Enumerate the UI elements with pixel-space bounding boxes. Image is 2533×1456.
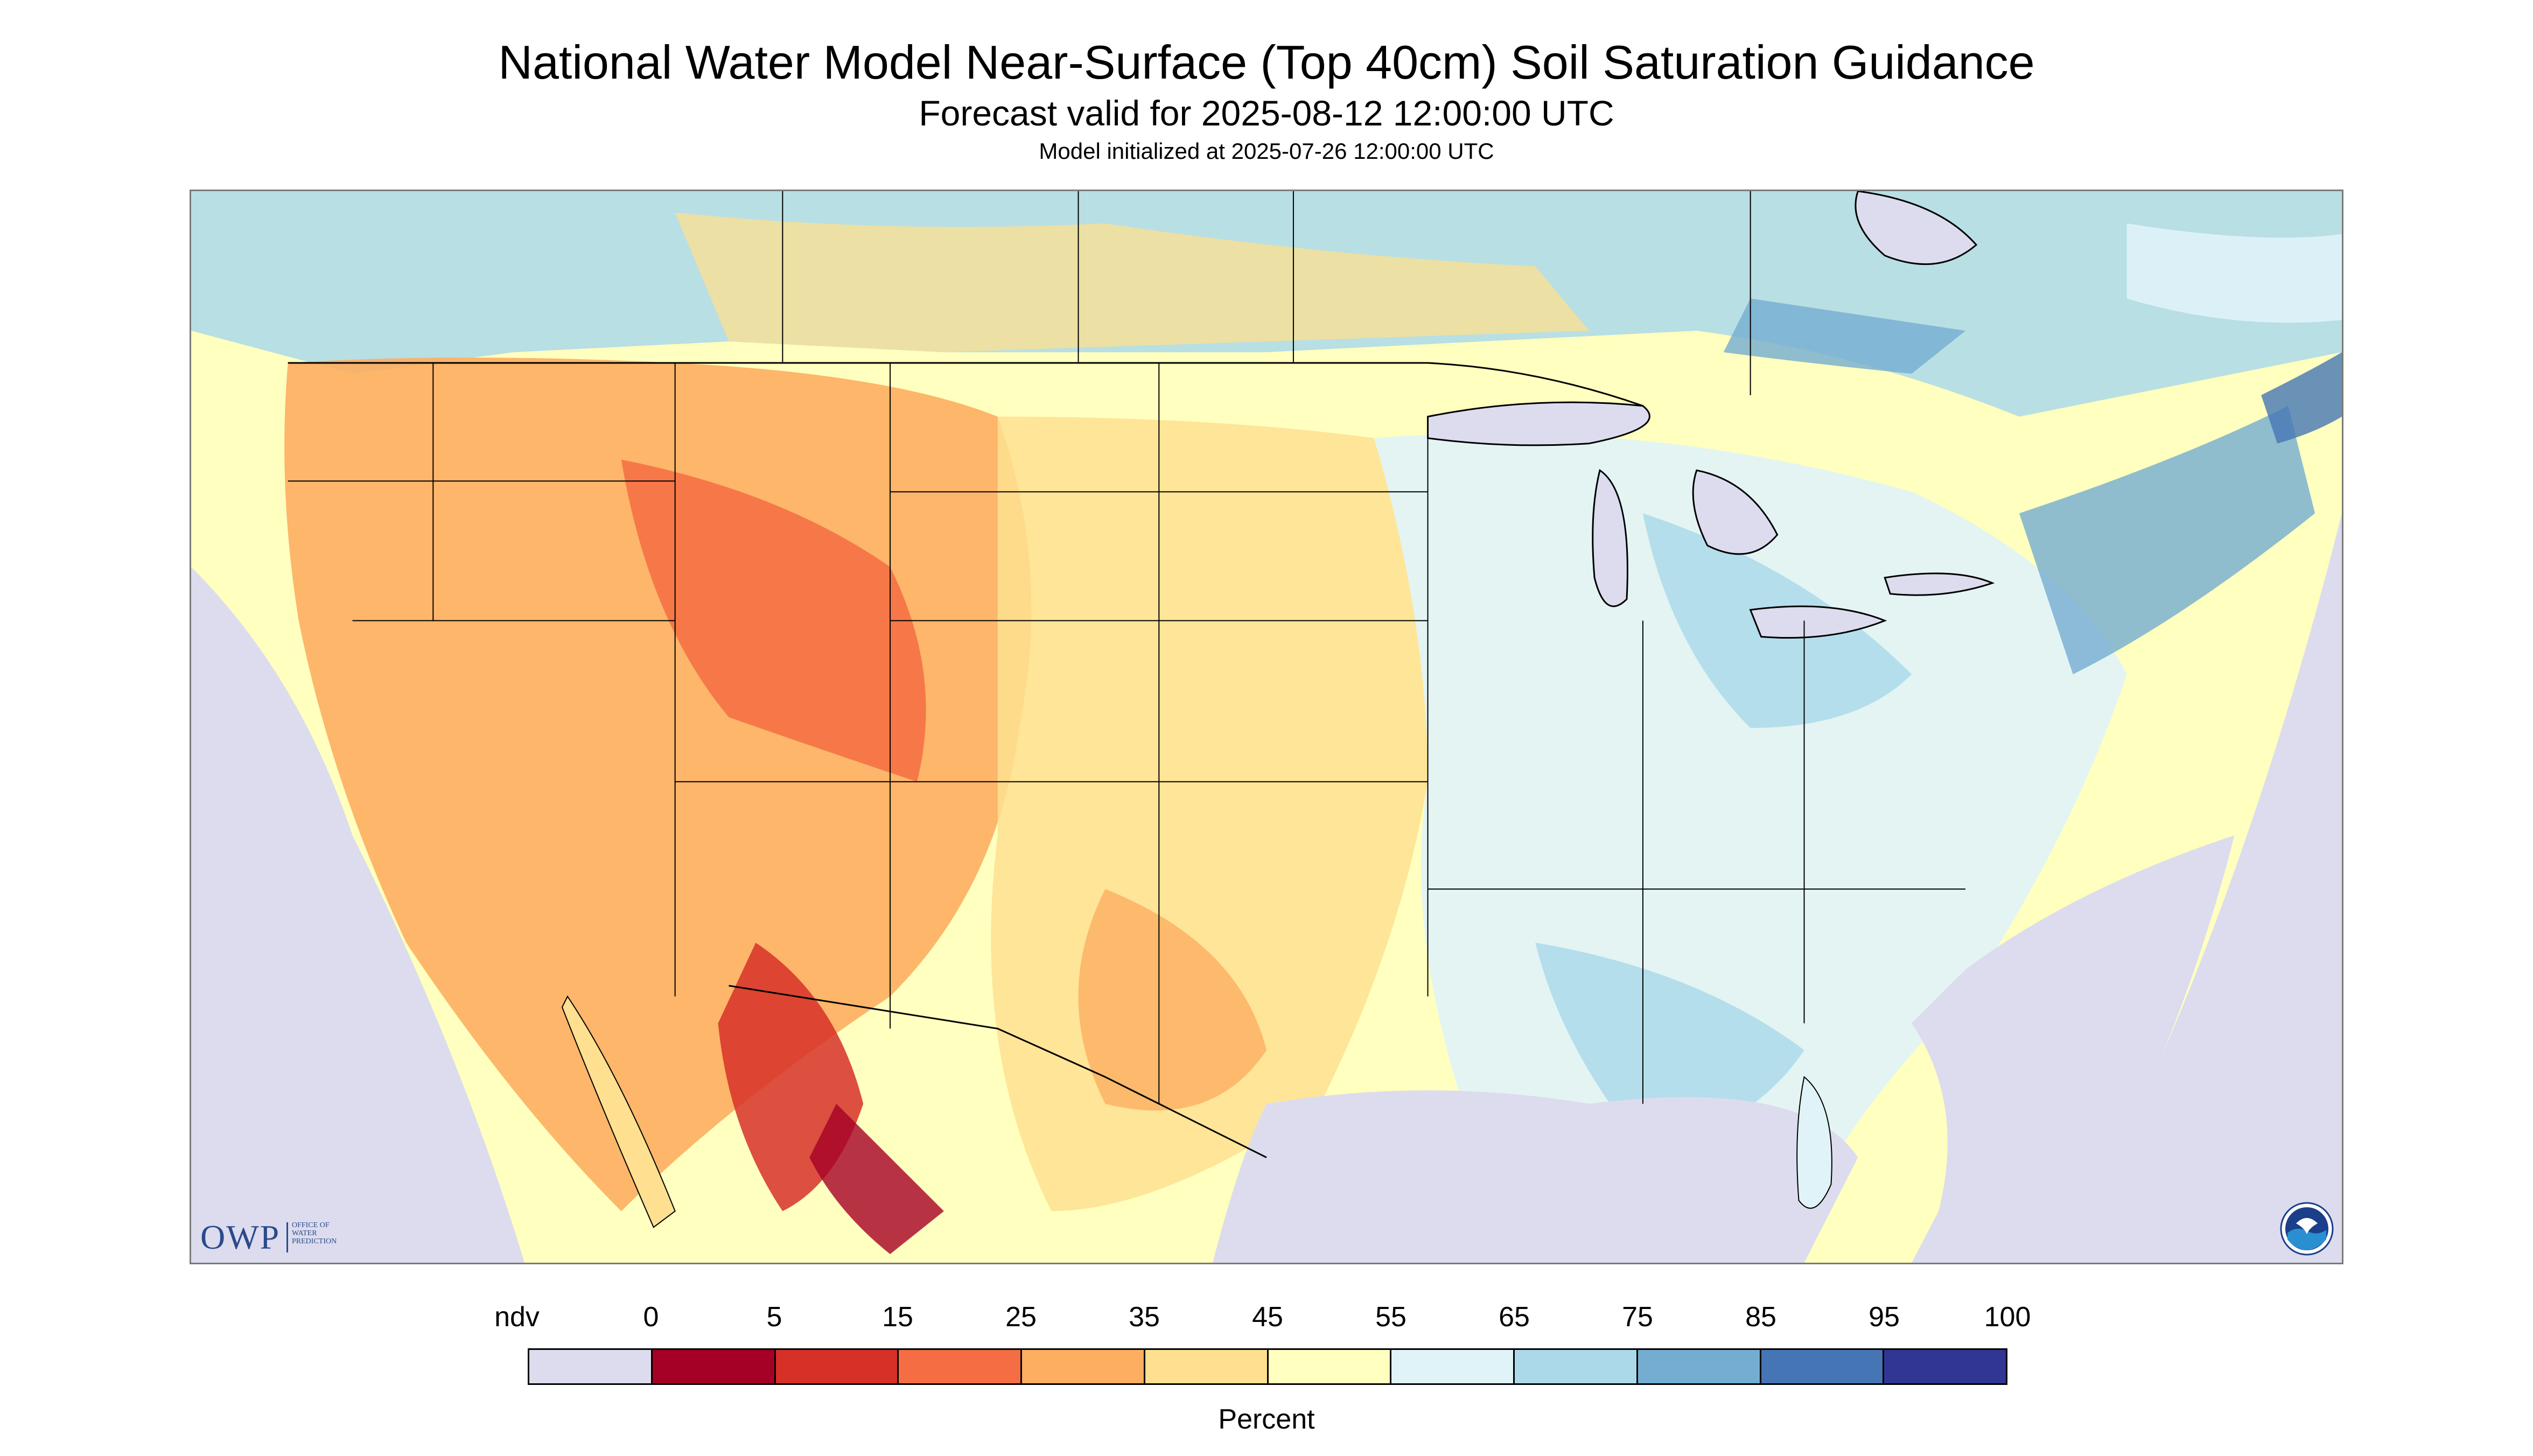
lake-ontario [1884, 572, 1995, 596]
legend-tick-label: 0 [643, 1301, 659, 1333]
new-england-very-wet [2261, 352, 2342, 444]
legend-tick-label: ndv [494, 1301, 540, 1333]
map-title: National Water Model Near-Surface (Top 4… [498, 36, 2035, 89]
legend-tick-label: 5 [766, 1301, 782, 1333]
sonora-core-dry [809, 1103, 944, 1255]
hudson-bay [1855, 191, 1978, 265]
legend-swatch [529, 1350, 653, 1383]
baja-california [561, 995, 676, 1228]
texas-dry-patch [1078, 889, 1266, 1111]
legend-tick-label: 75 [1622, 1301, 1653, 1333]
legend-labels: ndv 0 5 15 25 35 45 55 65 75 85 95 100 [0, 1301, 2533, 1339]
legend-swatch [1884, 1350, 2006, 1383]
southeast-wet [1535, 942, 1804, 1147]
lake-superior [1427, 401, 1650, 446]
ontario-wet-patch [1723, 298, 1966, 374]
legend-swatch [1145, 1350, 1269, 1383]
pacific-ocean [191, 566, 525, 1263]
legend-swatch [1268, 1350, 1392, 1383]
florida [1796, 1076, 1832, 1209]
model-init-time: Model initialized at 2025-07-26 12:00:00… [1039, 138, 1494, 164]
owp-logo: OWP Office of Water Prediction [200, 1216, 383, 1259]
legend-tick-label: 45 [1252, 1301, 1283, 1333]
legend-colorbar [528, 1348, 2007, 1385]
us-canada-border [288, 362, 1643, 407]
soil-saturation-map [190, 190, 2343, 1264]
legend-unit-label: Percent [1218, 1404, 1315, 1435]
owp-logo-divider [286, 1222, 288, 1252]
forecast-valid-time: Forecast valid for 2025-08-12 12:00:00 U… [919, 93, 1614, 133]
noaa-logo-icon [2280, 1202, 2334, 1256]
owp-logo-subtext: Office of Water Prediction [292, 1221, 337, 1245]
legend-swatch [652, 1350, 776, 1383]
west-ndv-region [191, 566, 471, 1263]
legend-swatch [775, 1350, 899, 1383]
lake-erie [1749, 605, 1887, 639]
us-mexico-border [729, 985, 1267, 1158]
legend-swatch [1761, 1350, 1885, 1383]
lake-huron [1692, 469, 1779, 555]
legend-tick-label: 95 [1869, 1301, 1900, 1333]
province-boundaries [782, 191, 1751, 395]
map-canvas [191, 191, 2342, 1263]
legend-tick-label: 15 [882, 1301, 913, 1333]
legend-tick-label: 85 [1745, 1301, 1776, 1333]
legend-swatch [1391, 1350, 1515, 1383]
legend-tick-label: 55 [1375, 1301, 1407, 1333]
owp-logo-mark: OWP [200, 1218, 281, 1256]
gulf-of-mexico [1213, 1090, 1858, 1263]
legend-swatch [899, 1350, 1022, 1383]
legend-swatch [1638, 1350, 1761, 1383]
intermountain-very-dry [621, 459, 926, 782]
canada-prairie-dry [675, 212, 1590, 353]
quebec-moist [2126, 223, 2342, 323]
atlantic-ocean [1912, 835, 2235, 1263]
legend-swatch [1515, 1350, 1638, 1383]
legend-swatch [1022, 1350, 1145, 1383]
legend-tick-label: 25 [1005, 1301, 1037, 1333]
legend-tick-label: 35 [1129, 1301, 1160, 1333]
lake-michigan [1592, 469, 1628, 607]
northeast-wet [2019, 405, 2315, 675]
east-ndv-region [2062, 513, 2342, 1263]
state-boundaries [288, 363, 1966, 1104]
legend-tick-label: 65 [1499, 1301, 1530, 1333]
legend-tick-label: 100 [1984, 1301, 2031, 1333]
